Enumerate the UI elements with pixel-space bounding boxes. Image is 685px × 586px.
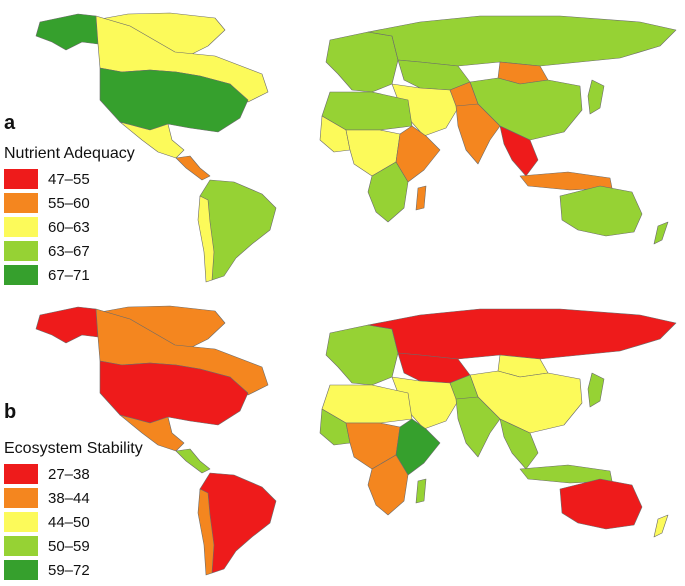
- region-japan: [587, 372, 605, 408]
- legend-item: 27–38: [4, 462, 143, 486]
- region-west-africa: [319, 115, 351, 153]
- region-new-zealand: [653, 514, 669, 538]
- legend-label: 55–60: [48, 194, 90, 212]
- region-andes: [197, 195, 215, 283]
- nutrient-adequacy-panel: a Nutrient Adequacy 47–55 55–60 60–63 63…: [4, 12, 677, 287]
- ecosystem-stability-panel: b Ecosystem Stability 27–38 38–44 44–50 …: [0, 293, 685, 586]
- region-madagascar: [415, 185, 427, 211]
- legend-swatch: [4, 241, 38, 261]
- legend-item: 44–50: [4, 510, 143, 534]
- legend-item: 38–44: [4, 486, 143, 510]
- region-australia: [559, 478, 643, 530]
- legend-swatch: [4, 265, 38, 285]
- legend-label: 44–50: [48, 513, 90, 531]
- legend-item: 50–59: [4, 534, 143, 558]
- panel-label-a: a: [4, 112, 16, 134]
- legend-swatch: [4, 536, 38, 556]
- region-mexico: [119, 414, 185, 452]
- legend-label: 60–63: [48, 218, 90, 236]
- legend-item: 55–60: [4, 191, 135, 215]
- legend-item: 67–71: [4, 263, 135, 287]
- region-west-africa: [319, 408, 351, 446]
- region-russia: [367, 308, 677, 360]
- region-mexico: [119, 121, 185, 159]
- region-alaska: [35, 306, 99, 344]
- legend-label: 63–67: [48, 242, 90, 260]
- region-andes: [197, 488, 215, 576]
- legend-label: 38–44: [48, 489, 90, 507]
- nutrient-adequacy-map: [35, 12, 677, 283]
- legend-label: 59–72: [48, 561, 90, 579]
- legend-swatch: [4, 217, 38, 237]
- legend-swatch: [4, 512, 38, 532]
- nutrient-adequacy-legend: Nutrient Adequacy 47–55 55–60 60–63 63–6…: [4, 145, 135, 287]
- legend-item: 59–72: [4, 558, 143, 582]
- legend-label: 27–38: [48, 465, 90, 483]
- legend-label: 67–71: [48, 266, 90, 284]
- region-europe: [325, 324, 399, 386]
- region-southern-africa: [367, 454, 409, 516]
- region-new-zealand: [653, 221, 669, 245]
- panel-label-b: b: [4, 401, 17, 423]
- legend-swatch: [4, 169, 38, 189]
- legend-label: 50–59: [48, 537, 90, 555]
- ecosystem-stability-map: [35, 305, 677, 576]
- region-southern-africa: [367, 161, 409, 223]
- region-europe: [325, 31, 399, 93]
- legend-item: 47–55: [4, 167, 135, 191]
- region-madagascar: [415, 478, 427, 504]
- region-australia: [559, 185, 643, 237]
- ecosystem-stability-legend: Ecosystem Stability 27–38 38–44 44–50 50…: [4, 440, 143, 582]
- legend-label: 47–55: [48, 170, 90, 188]
- legend-item: 63–67: [4, 239, 135, 263]
- legend-swatch: [4, 464, 38, 484]
- region-india: [455, 396, 501, 458]
- legend-title: Ecosystem Stability: [4, 440, 143, 457]
- region-india: [455, 103, 501, 165]
- legend-item: 60–63: [4, 215, 135, 239]
- region-russia: [367, 15, 677, 67]
- legend-title: Nutrient Adequacy: [4, 145, 135, 162]
- region-central-america: [175, 448, 211, 474]
- legend-swatch: [4, 560, 38, 580]
- region-alaska: [35, 13, 99, 51]
- legend-swatch: [4, 488, 38, 508]
- legend-swatch: [4, 193, 38, 213]
- region-central-america: [175, 155, 211, 181]
- region-japan: [587, 79, 605, 115]
